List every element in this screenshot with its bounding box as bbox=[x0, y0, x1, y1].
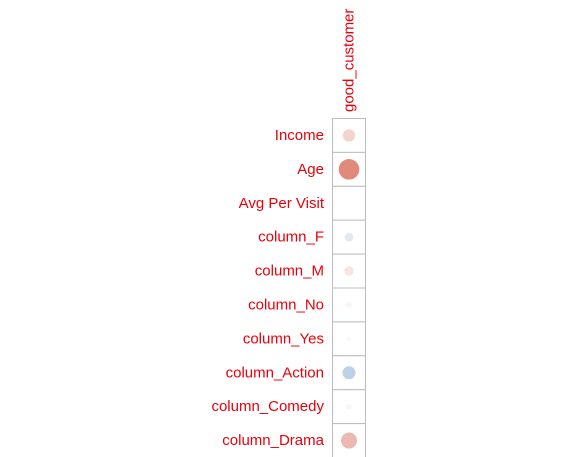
correlation-circle bbox=[344, 232, 354, 242]
row-label: column_Comedy bbox=[211, 398, 324, 415]
correlation-circle bbox=[346, 336, 352, 342]
correlation-circle bbox=[342, 129, 356, 142]
correlation-circle bbox=[341, 432, 357, 449]
correlation-circle bbox=[347, 201, 351, 205]
column-labels: good_customer bbox=[341, 9, 358, 112]
row-label: column_Action bbox=[226, 364, 324, 381]
row-label: column_F bbox=[258, 229, 324, 246]
row-label: Age bbox=[297, 161, 324, 178]
correlation-circle bbox=[346, 403, 352, 410]
correlation-circle bbox=[345, 301, 353, 309]
row-label: Avg Per Visit bbox=[239, 195, 325, 212]
row-label: Income bbox=[275, 127, 324, 144]
row-label: column_Yes bbox=[243, 330, 324, 347]
column-label: good_customer bbox=[341, 9, 358, 112]
row-label: column_No bbox=[248, 296, 324, 313]
correlation-circle bbox=[342, 366, 356, 380]
correlation-circle bbox=[344, 266, 354, 276]
row-label: column_M bbox=[255, 263, 324, 280]
correlation-marks bbox=[338, 129, 360, 449]
correlation-circle bbox=[338, 159, 360, 180]
row-label: column_Drama bbox=[222, 432, 324, 449]
row-labels: Income Age Avg Per Visit column_F column_Mco… bbox=[211, 127, 324, 449]
cell-grid bbox=[332, 118, 366, 457]
cell bbox=[332, 355, 366, 391]
